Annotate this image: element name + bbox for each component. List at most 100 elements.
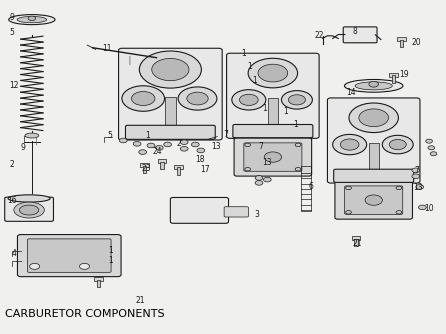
FancyBboxPatch shape <box>170 197 228 223</box>
Circle shape <box>155 146 163 150</box>
Circle shape <box>132 92 155 106</box>
Circle shape <box>255 181 263 185</box>
Text: 1: 1 <box>293 120 297 129</box>
Circle shape <box>333 134 367 155</box>
Text: 13: 13 <box>413 183 423 192</box>
Circle shape <box>359 109 388 127</box>
Ellipse shape <box>14 202 44 218</box>
Circle shape <box>120 138 127 143</box>
Circle shape <box>340 139 359 150</box>
Circle shape <box>29 264 40 269</box>
Bar <box>161 162 164 169</box>
Circle shape <box>281 91 312 109</box>
Bar <box>165 97 176 125</box>
Text: 6: 6 <box>308 182 313 191</box>
Text: 5: 5 <box>108 131 113 140</box>
Circle shape <box>369 81 379 87</box>
Bar <box>97 280 100 287</box>
Circle shape <box>255 176 263 180</box>
FancyBboxPatch shape <box>27 239 111 272</box>
Text: 14: 14 <box>346 88 355 97</box>
Text: 23: 23 <box>141 164 151 173</box>
Text: 2: 2 <box>9 160 14 169</box>
Text: 1: 1 <box>248 62 252 71</box>
Circle shape <box>416 185 424 189</box>
Circle shape <box>245 143 251 147</box>
FancyBboxPatch shape <box>5 197 54 221</box>
Text: 21: 21 <box>353 239 362 248</box>
Circle shape <box>152 58 189 81</box>
Bar <box>392 75 395 82</box>
Text: 8: 8 <box>352 27 357 36</box>
Ellipse shape <box>19 205 39 215</box>
Circle shape <box>178 87 217 110</box>
Circle shape <box>258 64 288 82</box>
Text: 1: 1 <box>241 49 245 58</box>
Bar <box>301 166 310 211</box>
Text: 21: 21 <box>136 296 145 305</box>
Bar <box>400 40 403 47</box>
Circle shape <box>382 135 413 154</box>
FancyBboxPatch shape <box>334 169 414 182</box>
Circle shape <box>295 143 301 147</box>
Circle shape <box>248 58 297 88</box>
Text: 20: 20 <box>411 38 421 47</box>
Text: 9: 9 <box>21 143 26 152</box>
Text: 10: 10 <box>425 203 434 212</box>
FancyBboxPatch shape <box>335 181 413 219</box>
Text: 11: 11 <box>102 44 112 53</box>
Bar <box>368 143 379 169</box>
Text: 1: 1 <box>283 107 288 116</box>
Circle shape <box>430 152 437 156</box>
Ellipse shape <box>9 15 55 25</box>
Circle shape <box>164 142 171 147</box>
Bar <box>157 159 166 163</box>
Ellipse shape <box>8 195 50 202</box>
Text: 22: 22 <box>315 31 325 40</box>
Text: 7: 7 <box>259 142 263 151</box>
Text: 12: 12 <box>9 81 19 91</box>
Text: 16: 16 <box>7 196 17 205</box>
Circle shape <box>245 168 251 171</box>
Circle shape <box>133 142 141 146</box>
FancyBboxPatch shape <box>125 125 215 139</box>
Circle shape <box>180 147 188 151</box>
Circle shape <box>349 103 398 133</box>
Bar <box>268 98 278 124</box>
Circle shape <box>232 90 266 110</box>
Circle shape <box>28 16 36 21</box>
Circle shape <box>412 168 420 173</box>
Text: CARBURETOR COMPONENTS: CARBURETOR COMPONENTS <box>5 309 165 319</box>
Circle shape <box>346 210 351 214</box>
Text: 9: 9 <box>9 13 14 22</box>
FancyBboxPatch shape <box>17 234 121 277</box>
FancyBboxPatch shape <box>224 207 248 217</box>
Circle shape <box>180 140 188 145</box>
Text: 18: 18 <box>195 155 205 164</box>
Circle shape <box>428 146 435 150</box>
Circle shape <box>346 186 351 190</box>
FancyBboxPatch shape <box>343 27 377 43</box>
Circle shape <box>396 186 402 190</box>
FancyBboxPatch shape <box>233 125 313 138</box>
Circle shape <box>419 205 426 210</box>
Bar <box>389 72 398 76</box>
Circle shape <box>122 86 165 111</box>
Text: 13: 13 <box>262 158 272 167</box>
Text: 19: 19 <box>399 70 409 79</box>
Text: 3: 3 <box>254 209 259 218</box>
FancyBboxPatch shape <box>119 48 222 140</box>
Circle shape <box>264 152 281 162</box>
Bar <box>174 165 183 169</box>
Text: 7: 7 <box>223 130 228 139</box>
Bar <box>143 166 146 173</box>
Ellipse shape <box>17 16 46 23</box>
Text: 17: 17 <box>200 165 209 174</box>
Circle shape <box>396 210 402 214</box>
Bar <box>354 238 358 246</box>
Ellipse shape <box>25 133 39 138</box>
FancyBboxPatch shape <box>345 186 403 214</box>
Text: 1: 1 <box>145 131 150 140</box>
Text: 7: 7 <box>415 166 420 175</box>
Bar <box>397 37 406 41</box>
